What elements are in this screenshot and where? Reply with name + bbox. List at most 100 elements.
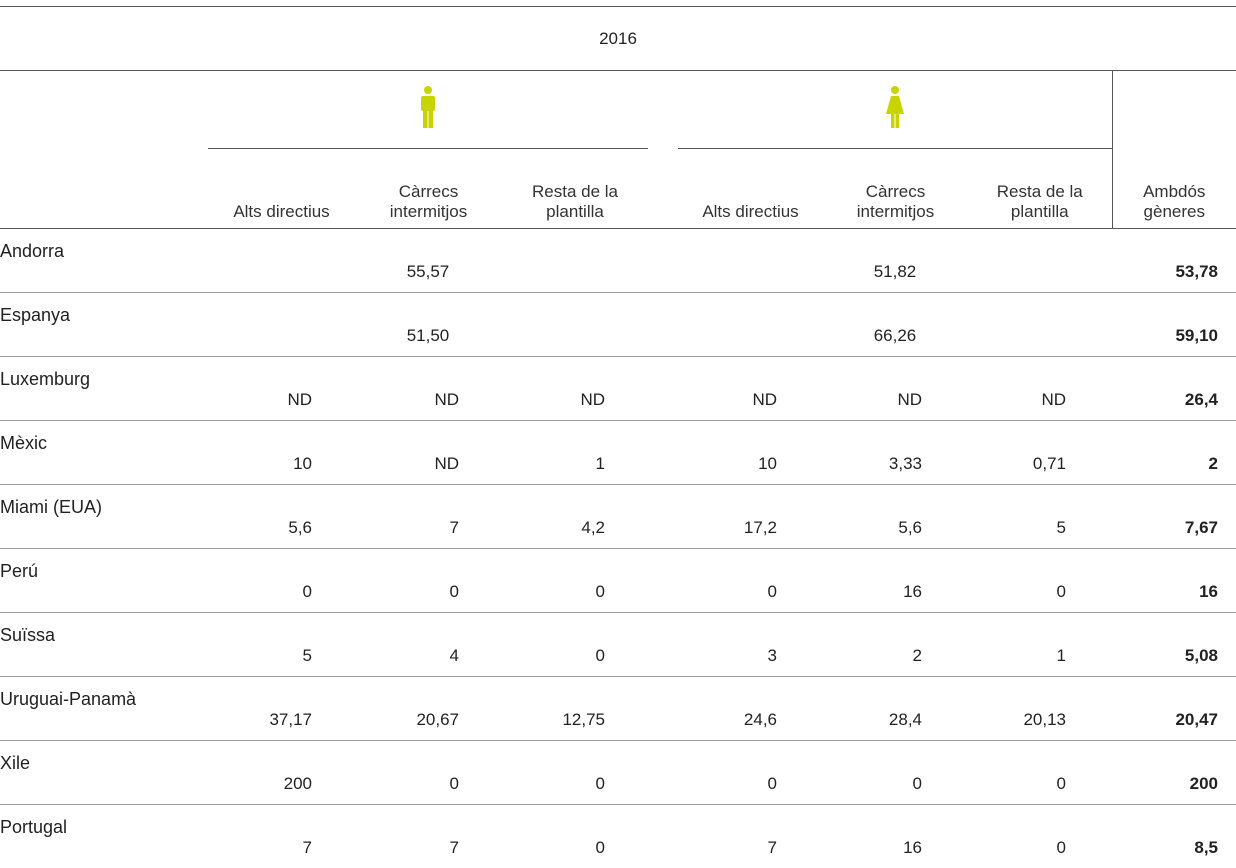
cell: 5,6	[208, 485, 355, 549]
row-label: Portugal	[0, 805, 208, 868]
row-label: Luxemburg	[0, 357, 208, 421]
cell: 12,75	[502, 677, 648, 741]
row-label: Mèxic	[0, 421, 208, 485]
total-cell: 53,78	[1112, 229, 1236, 293]
cell: 0	[355, 741, 502, 805]
cell: 51,50	[208, 293, 648, 357]
cell: 28,4	[823, 677, 968, 741]
row-label: Suïssa	[0, 613, 208, 677]
total-cell: 200	[1112, 741, 1236, 805]
woman-icon	[884, 86, 906, 128]
cell: 0	[502, 613, 648, 677]
cell: 5	[208, 613, 355, 677]
cell: 0	[678, 741, 823, 805]
spacer	[648, 421, 678, 485]
cell: ND	[678, 357, 823, 421]
cell: ND	[968, 357, 1112, 421]
column-header: Ambdós gèneres	[1112, 149, 1236, 229]
cell: 7	[678, 805, 823, 868]
column-header: Resta de la plantilla	[968, 149, 1112, 229]
total-cell: 20,47	[1112, 677, 1236, 741]
cell: 16	[823, 549, 968, 613]
cell: 0	[968, 805, 1112, 868]
column-header: Alts directius	[208, 149, 355, 229]
cell: 0	[355, 549, 502, 613]
men-group	[208, 71, 648, 149]
total-cell: 16	[1112, 549, 1236, 613]
cell: 16	[823, 805, 968, 868]
cell: 0	[968, 741, 1112, 805]
row-label: Andorra	[0, 229, 208, 293]
cell: 5,6	[823, 485, 968, 549]
spacer	[648, 357, 678, 421]
column-header: Resta de la plantilla	[502, 149, 648, 229]
column-header: Càrrecs intermitjos	[355, 149, 502, 229]
cell: 20,67	[355, 677, 502, 741]
cell: 200	[208, 741, 355, 805]
spacer	[648, 677, 678, 741]
cell: 0,71	[968, 421, 1112, 485]
women-group	[678, 71, 1112, 149]
cell: 0	[678, 549, 823, 613]
spacer	[648, 149, 678, 229]
total-cell: 7,67	[1112, 485, 1236, 549]
cell: 0	[502, 549, 648, 613]
man-icon	[418, 86, 438, 128]
spacer	[648, 805, 678, 868]
cell: 1	[502, 421, 648, 485]
cell: 10	[208, 421, 355, 485]
column-header: Alts directius	[678, 149, 823, 229]
row-label: Espanya	[0, 293, 208, 357]
cell: ND	[823, 357, 968, 421]
total-cell: 26,4	[1112, 357, 1236, 421]
cell: 7	[355, 485, 502, 549]
row-label: Miami (EUA)	[0, 485, 208, 549]
cell: 7	[355, 805, 502, 868]
row-label: Xile	[0, 741, 208, 805]
total-cell: 5,08	[1112, 613, 1236, 677]
cell: 2	[823, 613, 968, 677]
spacer	[0, 149, 208, 229]
row-label: Perú	[0, 549, 208, 613]
cell: 0	[968, 549, 1112, 613]
cell: ND	[502, 357, 648, 421]
spacer	[648, 229, 678, 293]
spacer	[648, 549, 678, 613]
cell: ND	[208, 357, 355, 421]
spacer	[648, 293, 678, 357]
total-cell: 59,10	[1112, 293, 1236, 357]
cell: 0	[502, 805, 648, 868]
cell: 51,82	[678, 229, 1112, 293]
row-label: Uruguai-Panamà	[0, 677, 208, 741]
cell: 4,2	[502, 485, 648, 549]
spacer	[648, 741, 678, 805]
spacer	[648, 485, 678, 549]
cell: 20,13	[968, 677, 1112, 741]
cell: 4	[355, 613, 502, 677]
cell: 5	[968, 485, 1112, 549]
cell: 66,26	[678, 293, 1112, 357]
total-cell: 2	[1112, 421, 1236, 485]
cell: 55,57	[208, 229, 648, 293]
column-header: Càrrecs intermitjos	[823, 149, 968, 229]
cell: 7	[208, 805, 355, 868]
cell: ND	[355, 421, 502, 485]
cell: 3	[678, 613, 823, 677]
cell: 37,17	[208, 677, 355, 741]
icon-row	[0, 71, 1236, 149]
spacer	[648, 613, 678, 677]
cell: 17,2	[678, 485, 823, 549]
